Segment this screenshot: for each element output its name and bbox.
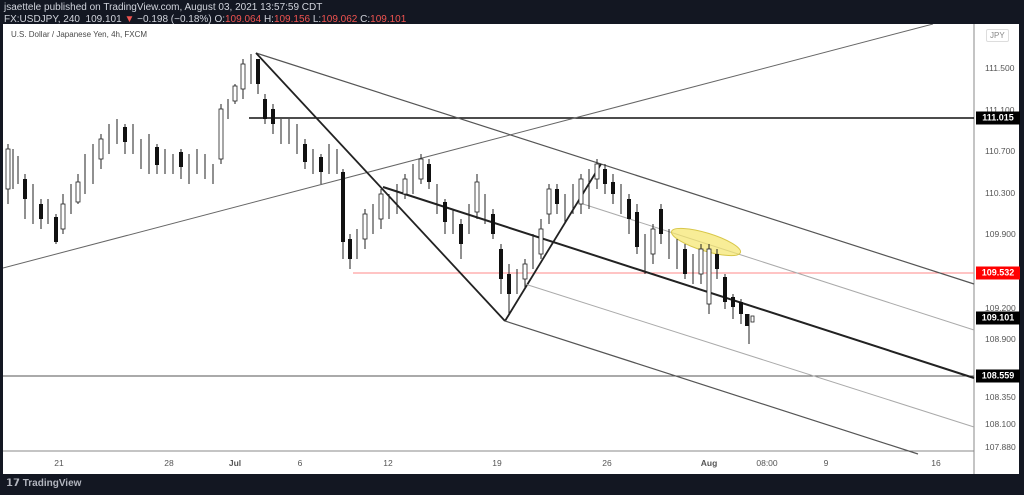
y-tick: 111.100 bbox=[985, 105, 1015, 115]
y-tick: 108.900 bbox=[985, 334, 1016, 344]
price-change: −0.198 (−0.18%) bbox=[137, 14, 212, 25]
price-tag-last: 109.101 bbox=[976, 311, 1020, 325]
y-tick: 107.880 bbox=[985, 442, 1016, 452]
y-tick: 111.500 bbox=[985, 63, 1015, 73]
y-tick: 109.900 bbox=[985, 229, 1016, 239]
x-tick: 16 bbox=[931, 458, 941, 468]
symbol-line: FX:USDJPY, 240 109.101 ▼ −0.198 (−0.18%)… bbox=[4, 14, 406, 26]
chart-title: U.S. Dollar / Japanese Yen, 4h, FXCM bbox=[11, 30, 148, 39]
x-tick: 9 bbox=[823, 458, 829, 468]
tradingview-logo-icon: 𝟭𝟳 bbox=[6, 478, 20, 489]
x-tick: 26 bbox=[602, 458, 612, 468]
x-tick: Jul bbox=[228, 458, 242, 468]
low-value: 109.062 bbox=[321, 14, 358, 25]
x-tick: 6 bbox=[297, 458, 303, 468]
chart-panel[interactable]: U.S. Dollar / Japanese Yen, 4h, FXCM JPY… bbox=[3, 24, 1020, 474]
x-tick: 08:00 bbox=[756, 458, 778, 468]
down-arrow-icon: ▼ bbox=[124, 14, 135, 25]
y-tick: 110.700 bbox=[985, 146, 1016, 156]
close-value: 109.101 bbox=[370, 14, 407, 25]
price-tag-108559: 108.559 bbox=[976, 369, 1020, 383]
open-label: O: bbox=[214, 14, 225, 25]
last-price: 109.101 bbox=[85, 14, 122, 25]
x-tick: 28 bbox=[164, 458, 174, 468]
x-tick: Aug bbox=[700, 458, 718, 468]
high-value: 109.156 bbox=[273, 14, 311, 25]
brand-label: TradingView bbox=[22, 478, 82, 489]
open-value: 109.064 bbox=[225, 14, 262, 25]
highlight-ellipse bbox=[670, 227, 742, 257]
x-tick: 21 bbox=[54, 458, 64, 468]
x-tick: 19 bbox=[492, 458, 502, 468]
y-tick: 108.100 bbox=[985, 419, 1016, 429]
price-tag-109532: 109.532 bbox=[976, 266, 1020, 280]
y-tick: 109.200 bbox=[985, 303, 1016, 313]
chart-canvas[interactable] bbox=[3, 24, 1019, 474]
low-label: L: bbox=[312, 14, 322, 25]
close-label: C: bbox=[360, 14, 371, 25]
currency-label[interactable]: JPY bbox=[986, 29, 1009, 42]
y-tick: 108.350 bbox=[985, 392, 1016, 402]
price-tag-111015: 111.015 bbox=[976, 111, 1020, 125]
publisher-line: jsaettele published on TradingView.com, … bbox=[4, 2, 323, 13]
x-tick: 12 bbox=[383, 458, 393, 468]
tradingview-footer[interactable]: 𝟭𝟳 TradingView bbox=[6, 478, 81, 489]
chart-header: jsaettele published on TradingView.com, … bbox=[4, 2, 406, 26]
symbol: FX:USDJPY, 240 bbox=[4, 14, 80, 25]
y-tick: 110.300 bbox=[985, 188, 1016, 198]
high-label: H: bbox=[263, 14, 274, 25]
